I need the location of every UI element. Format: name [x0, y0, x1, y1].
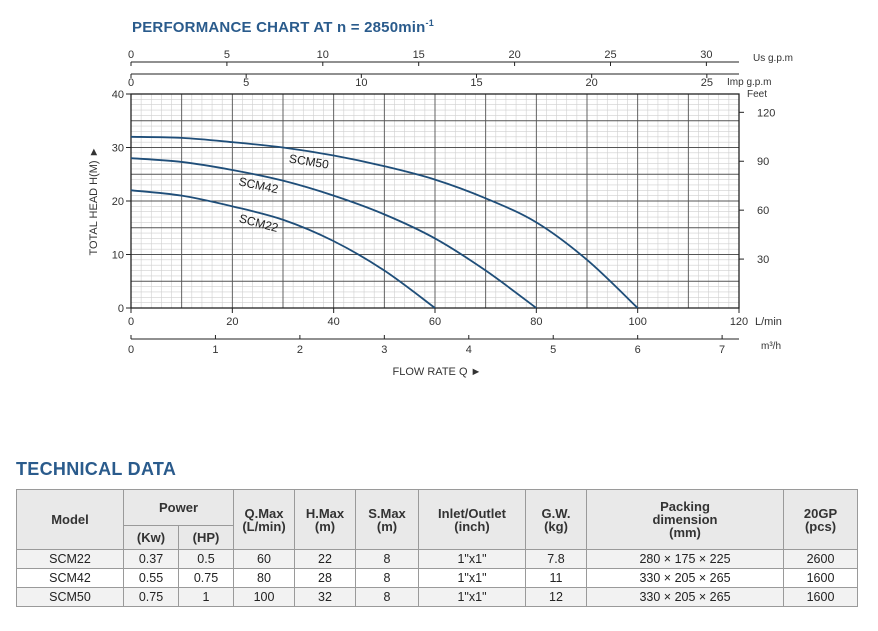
feet-tick-label: 90	[757, 156, 769, 168]
series-line-scm22	[130, 189, 436, 309]
cell-20gp: 1600	[783, 587, 858, 607]
cell-hmax: 32	[294, 587, 356, 607]
header-packing: Packing dimension (mm)	[586, 489, 784, 550]
imp-gpm-tick-label: 0	[128, 77, 134, 89]
cell-hp: 1	[178, 587, 234, 607]
cell-kw: 0.75	[123, 587, 179, 607]
x-unit-label: L/min	[755, 316, 782, 328]
x-tick-label: 60	[429, 316, 441, 328]
cell-gw: 7.8	[525, 549, 587, 569]
table-row: SCM42 0.55 0.75 80 28 8 1"x1" 11 330 × 2…	[16, 568, 858, 588]
y-tick-label: 30	[112, 143, 124, 155]
x-tick-label: 20	[226, 316, 238, 328]
cell-smax: 8	[355, 549, 419, 569]
cell-gw: 12	[525, 587, 587, 607]
us-gpm-tick-label: 0	[128, 49, 134, 61]
m3h-tick-label: 4	[466, 344, 472, 356]
technical-data-title: TECHNICAL DATA	[16, 459, 177, 479]
cell-model: SCM22	[16, 549, 124, 569]
cell-inlet-outlet: 1"x1"	[418, 587, 526, 607]
us-gpm-tick-label: 25	[604, 49, 616, 61]
x-tick-label: 120	[730, 316, 748, 328]
us-gpm-unit-label: Us g.p.m	[753, 53, 793, 64]
m3h-tick-label: 0	[128, 344, 134, 356]
table-row: SCM50 0.75 1 100 32 8 1"x1" 12 330 × 205…	[16, 587, 858, 607]
x-tick-label: 40	[328, 316, 340, 328]
cell-20gp: 1600	[783, 568, 858, 588]
cell-qmax: 60	[233, 549, 295, 569]
header-hp: (HP)	[178, 525, 234, 550]
m3h-unit-label: m³/h	[761, 341, 781, 352]
cell-packing: 330 × 205 × 265	[586, 587, 784, 607]
technical-data-table: Model Power Q.Max (L/min) H.Max (m) S.Max(…	[16, 489, 858, 607]
header-20gp: 20GP (pcs)	[783, 489, 858, 550]
series-line-scm50	[130, 135, 639, 309]
m3h-tick-label: 1	[212, 344, 218, 356]
header-gw: G.W. (kg)	[525, 489, 587, 550]
y-tick-label: 20	[112, 196, 124, 208]
m3h-tick-label: 6	[635, 344, 641, 356]
cell-20gp: 2600	[783, 549, 858, 569]
cell-hp: 0.5	[178, 549, 234, 569]
feet-tick-label: 30	[757, 254, 769, 266]
cell-packing: 280 × 175 × 225	[586, 549, 784, 569]
cell-qmax: 80	[233, 568, 295, 588]
x-tick-label: 80	[530, 316, 542, 328]
feet-tick-label: 60	[757, 205, 769, 217]
cell-hmax: 28	[294, 568, 356, 588]
cell-packing: 330 × 205 × 265	[586, 568, 784, 588]
cell-smax: 8	[355, 568, 419, 588]
x-tick-label: 0	[128, 316, 134, 328]
x-axis-title: FLOW RATE Q ►	[393, 366, 482, 378]
m3h-tick-label: 3	[381, 344, 387, 356]
cell-hp: 0.75	[178, 568, 234, 588]
header-hmax: H.Max (m)	[294, 489, 356, 550]
cell-inlet-outlet: 1"x1"	[418, 549, 526, 569]
us-gpm-tick-label: 15	[413, 49, 425, 61]
imp-gpm-unit-label: Imp g.p.m	[727, 77, 771, 88]
imp-gpm-tick-label: 20	[586, 77, 598, 89]
cell-gw: 11	[525, 568, 587, 588]
imp-gpm-tick-label: 25	[701, 77, 713, 89]
header-smax: S.Max (m)	[355, 489, 419, 550]
m3h-tick-label: 2	[297, 344, 303, 356]
imp-gpm-tick-label: 10	[355, 77, 367, 89]
us-gpm-tick-label: 10	[317, 49, 329, 61]
chart-title: PERFORMANCE CHART AT n = 2850min-1	[132, 18, 434, 36]
us-gpm-tick-label: 5	[224, 49, 230, 61]
y-axis-title: TOTAL HEAD H(M) ►	[88, 146, 100, 255]
cell-model: SCM50	[16, 587, 124, 607]
us-gpm-tick-label: 20	[508, 49, 520, 61]
m3h-tick-label: 7	[719, 344, 725, 356]
table-row: SCM22 0.37 0.5 60 22 8 1"x1" 7.8 280 × 1…	[16, 549, 858, 569]
x-tick-label: 100	[628, 316, 646, 328]
cell-inlet-outlet: 1"x1"	[418, 568, 526, 588]
series-line-scm42	[130, 157, 537, 309]
feet-tick-label: 120	[757, 107, 775, 119]
imp-gpm-tick-label: 5	[243, 77, 249, 89]
cell-kw: 0.37	[123, 549, 179, 569]
cell-model: SCM42	[16, 568, 124, 588]
y-tick-label: 0	[118, 303, 124, 315]
imp-gpm-tick-label: 15	[470, 77, 482, 89]
header-model: Model	[16, 489, 124, 550]
feet-unit-label: Feet	[747, 89, 767, 100]
header-inlet-outlet: Inlet/Outlet (inch)	[418, 489, 526, 550]
header-power: Power	[123, 489, 234, 526]
cell-hmax: 22	[294, 549, 356, 569]
m3h-tick-label: 5	[550, 344, 556, 356]
series-label-scm50: SCM50	[288, 152, 330, 172]
header-kw: (Kw)	[123, 525, 179, 550]
cell-smax: 8	[355, 587, 419, 607]
cell-kw: 0.55	[123, 568, 179, 588]
y-tick-label: 40	[112, 89, 124, 101]
header-qmax: Q.Max (L/min)	[233, 489, 295, 550]
us-gpm-tick-label: 30	[700, 49, 712, 61]
cell-qmax: 100	[233, 587, 295, 607]
y-tick-label: 10	[112, 250, 124, 262]
